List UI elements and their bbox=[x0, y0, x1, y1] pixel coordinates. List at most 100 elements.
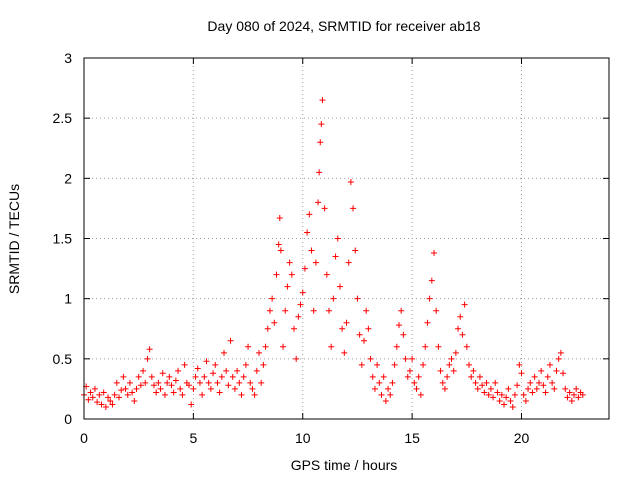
data-point bbox=[402, 355, 409, 362]
data-point bbox=[422, 343, 429, 350]
data-point bbox=[308, 247, 315, 254]
data-point bbox=[210, 370, 217, 377]
data-point bbox=[153, 389, 160, 396]
data-point bbox=[179, 391, 186, 398]
data-point bbox=[190, 385, 197, 392]
data-point bbox=[157, 385, 164, 392]
data-point bbox=[126, 379, 133, 386]
data-point bbox=[253, 367, 260, 374]
data-point bbox=[266, 307, 273, 314]
x-tick-label: 0 bbox=[80, 430, 88, 446]
data-point bbox=[417, 391, 424, 398]
y-tick-label: 1 bbox=[64, 291, 72, 307]
data-point bbox=[240, 373, 247, 380]
data-point bbox=[409, 355, 416, 362]
data-point bbox=[529, 389, 536, 396]
data-point bbox=[400, 331, 407, 338]
data-point bbox=[273, 271, 280, 278]
data-point bbox=[533, 385, 540, 392]
data-point bbox=[159, 370, 166, 377]
data-point bbox=[575, 394, 582, 401]
data-point bbox=[470, 367, 477, 374]
data-point bbox=[474, 385, 481, 392]
data-point bbox=[118, 387, 125, 394]
data-point bbox=[111, 391, 118, 398]
data-point bbox=[546, 361, 553, 368]
data-point bbox=[435, 343, 442, 350]
data-point bbox=[371, 385, 378, 392]
y-tick-label: 1.5 bbox=[53, 231, 73, 247]
data-point bbox=[363, 307, 370, 314]
data-point bbox=[389, 379, 396, 386]
data-point bbox=[345, 259, 352, 266]
data-point bbox=[374, 361, 381, 368]
data-point bbox=[380, 373, 387, 380]
data-point bbox=[358, 361, 365, 368]
data-point bbox=[87, 389, 94, 396]
data-point bbox=[276, 215, 283, 222]
data-point bbox=[450, 367, 457, 374]
data-point bbox=[387, 391, 394, 398]
data-point bbox=[142, 379, 149, 386]
data-point bbox=[186, 382, 192, 389]
data-point bbox=[102, 403, 109, 410]
data-point bbox=[463, 343, 470, 350]
data-point bbox=[483, 379, 490, 386]
data-point bbox=[201, 373, 208, 380]
data-point bbox=[531, 373, 538, 380]
data-point bbox=[365, 325, 372, 332]
data-point bbox=[133, 385, 140, 392]
data-point bbox=[446, 361, 453, 368]
data-point bbox=[192, 373, 199, 380]
data-point bbox=[168, 382, 175, 389]
data-point bbox=[146, 346, 153, 353]
data-point bbox=[297, 301, 304, 308]
data-point bbox=[393, 343, 400, 350]
data-point bbox=[354, 295, 361, 302]
data-point bbox=[288, 271, 295, 278]
data-point bbox=[411, 379, 418, 386]
data-point bbox=[231, 385, 238, 392]
data-point bbox=[571, 391, 577, 398]
data-point bbox=[520, 391, 527, 398]
data-point bbox=[441, 385, 448, 392]
data-point bbox=[234, 367, 241, 374]
data-point bbox=[122, 385, 129, 392]
data-point bbox=[481, 389, 488, 396]
data-point bbox=[107, 397, 114, 404]
data-point bbox=[551, 385, 558, 392]
data-point bbox=[461, 301, 468, 308]
data-point bbox=[396, 322, 402, 329]
data-point bbox=[326, 307, 332, 314]
data-point bbox=[205, 379, 212, 386]
data-point bbox=[299, 289, 306, 296]
data-point bbox=[494, 389, 501, 396]
data-point bbox=[343, 319, 350, 326]
data-point bbox=[413, 385, 420, 392]
data-point bbox=[291, 325, 297, 332]
data-point bbox=[212, 361, 219, 368]
data-point bbox=[264, 325, 271, 332]
data-point bbox=[367, 355, 374, 362]
data-point bbox=[151, 382, 157, 389]
data-point bbox=[323, 271, 330, 278]
data-point bbox=[431, 249, 437, 256]
data-point bbox=[312, 259, 319, 266]
data-point bbox=[245, 343, 252, 350]
data-point bbox=[350, 205, 357, 212]
data-point bbox=[398, 307, 405, 314]
data-point bbox=[525, 385, 532, 392]
data-point bbox=[221, 349, 227, 356]
data-point bbox=[199, 391, 206, 398]
data-point bbox=[155, 379, 162, 386]
data-point bbox=[316, 169, 323, 176]
data-point bbox=[120, 373, 127, 380]
data-point bbox=[479, 382, 486, 389]
data-point bbox=[385, 385, 392, 392]
x-axis-label: GPS time / hours bbox=[291, 457, 398, 473]
data-point bbox=[194, 365, 201, 372]
data-point bbox=[318, 121, 325, 128]
data-point bbox=[503, 394, 510, 401]
data-point bbox=[522, 397, 529, 404]
